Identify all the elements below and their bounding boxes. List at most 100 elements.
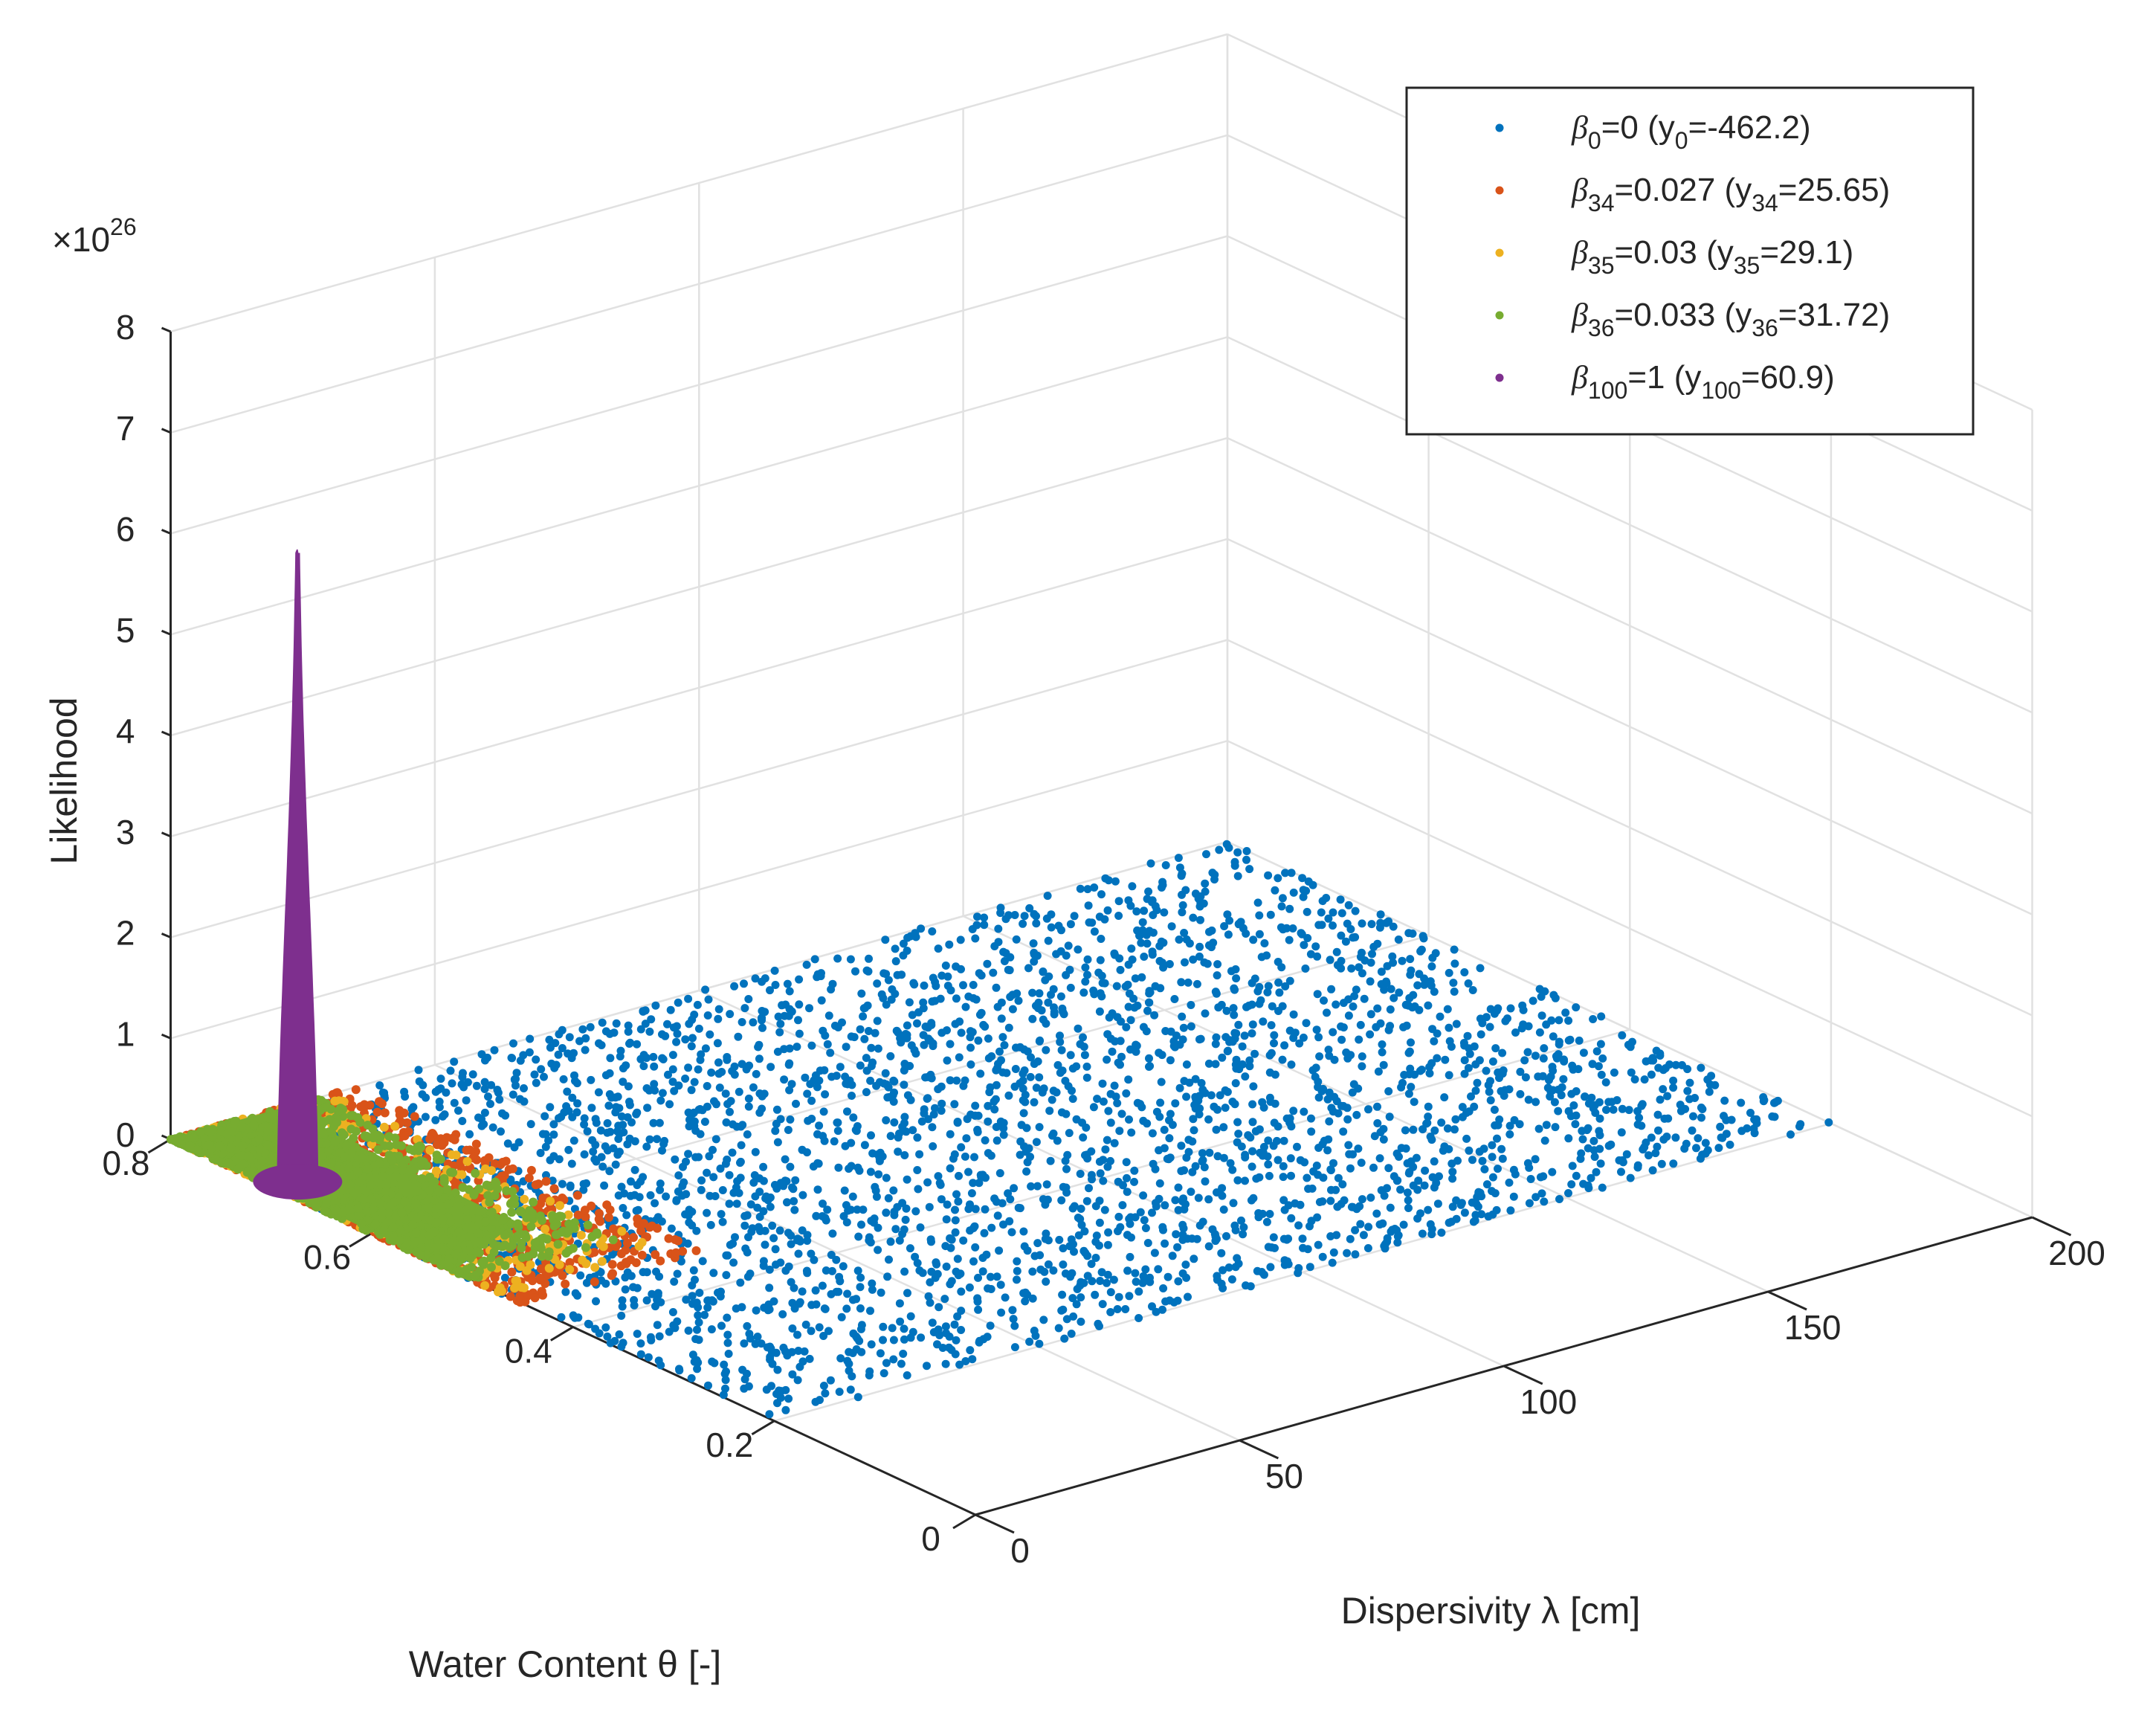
scatter-point	[760, 1089, 769, 1098]
scatter-point	[1033, 1239, 1042, 1248]
scatter-point	[856, 1273, 865, 1282]
scatter-point	[1198, 1217, 1207, 1226]
scatter-point	[1056, 1037, 1065, 1046]
scatter-point	[1224, 1263, 1233, 1272]
scatter-point	[572, 1079, 581, 1088]
scatter-point	[601, 1323, 610, 1332]
scatter-point	[1169, 1037, 1178, 1046]
scatter-point	[694, 1105, 703, 1114]
scatter-point	[985, 1088, 994, 1097]
scatter-point	[1189, 913, 1198, 922]
scatter-point	[1033, 1182, 1042, 1191]
scatter-point	[651, 1302, 659, 1311]
scatter-point	[687, 1042, 696, 1051]
scatter-point	[1618, 1104, 1627, 1113]
scatter-point	[1589, 1136, 1598, 1145]
scatter-point	[1647, 1070, 1656, 1079]
scatter-point	[1245, 865, 1254, 874]
scatter-point	[940, 1295, 949, 1304]
scatter-point	[1248, 1162, 1256, 1171]
scatter-point	[1264, 871, 1273, 880]
scatter-point	[1161, 1201, 1169, 1210]
scatter-point	[729, 1188, 738, 1197]
scatter-point	[793, 1376, 802, 1385]
scatter-point	[1229, 1004, 1238, 1013]
scatter-point	[781, 1266, 790, 1275]
scatter-point	[1197, 1079, 1206, 1087]
scatter-point	[1285, 1114, 1294, 1123]
scatter-point	[1592, 1047, 1601, 1056]
scatter-point	[1630, 1075, 1639, 1083]
scatter-point	[526, 1260, 535, 1269]
scatter-point	[526, 1222, 536, 1231]
scatter-point	[561, 1279, 570, 1289]
scatter-point	[769, 1234, 778, 1243]
scatter-point	[764, 1306, 772, 1315]
scatter-point	[1711, 1081, 1720, 1089]
scatter-point	[1160, 1125, 1169, 1134]
scatter-point	[1182, 935, 1191, 944]
scatter-point	[1196, 915, 1204, 924]
scatter-point	[900, 1151, 909, 1159]
y-tick-mark	[550, 1326, 574, 1342]
scatter-point	[1638, 1100, 1647, 1109]
scatter-point	[1117, 1017, 1126, 1026]
scatter-point	[959, 1236, 968, 1245]
scatter-point	[1121, 1305, 1130, 1313]
scatter-point	[673, 1317, 682, 1326]
scatter-point	[818, 1281, 827, 1290]
scatter-point	[1752, 1115, 1761, 1124]
scatter-point	[568, 1112, 577, 1121]
scatter-point	[1516, 1067, 1525, 1076]
scatter-point	[1564, 1017, 1573, 1025]
scatter-point	[1336, 895, 1345, 904]
scatter-point	[451, 1179, 460, 1188]
scatter-point	[1450, 988, 1459, 996]
scatter-point	[501, 1111, 510, 1120]
scatter-point	[1067, 1235, 1076, 1244]
scatter-point	[771, 981, 780, 989]
scatter-point	[1705, 1087, 1714, 1096]
scatter-point	[1749, 1124, 1758, 1133]
scatter-point	[874, 1044, 882, 1053]
scatter-point	[691, 1127, 700, 1135]
scatter-point	[714, 1288, 722, 1297]
scatter-point	[1219, 1205, 1228, 1214]
scatter-point	[1349, 1150, 1357, 1159]
scatter-point	[1372, 1209, 1381, 1218]
scatter-point	[1076, 1170, 1085, 1178]
scatter-point	[1367, 920, 1376, 929]
scatter-point	[1057, 926, 1065, 935]
scatter-point	[462, 1156, 472, 1166]
scatter-point	[773, 1138, 782, 1147]
scatter-point	[1388, 952, 1397, 961]
z-tick-mark	[161, 326, 172, 333]
scatter-point	[726, 1240, 735, 1249]
scatter-point	[1126, 1016, 1135, 1025]
scatter-point	[1418, 1229, 1427, 1238]
scatter-point	[911, 929, 920, 938]
scatter-point	[1000, 1041, 1009, 1049]
scatter-point	[1123, 1266, 1132, 1275]
scatter-point	[639, 1051, 648, 1060]
scatter-point	[1596, 1159, 1605, 1168]
scatter-point	[810, 955, 819, 964]
scatter-point	[578, 1255, 587, 1265]
scatter-point	[703, 1303, 712, 1312]
scatter-point	[1568, 1061, 1577, 1070]
scatter-point	[1170, 995, 1179, 1003]
scatter-point	[749, 1018, 758, 1027]
scatter-point	[1329, 1159, 1337, 1168]
scatter-point	[1325, 1117, 1334, 1126]
scatter-point	[1052, 950, 1061, 959]
scatter-point	[1548, 1063, 1557, 1072]
scatter-point	[1448, 1202, 1457, 1211]
scatter-point	[1195, 942, 1204, 951]
scatter-point	[1624, 1040, 1633, 1049]
scatter-point	[1759, 1093, 1768, 1101]
scatter-point	[914, 1008, 923, 1017]
scatter-point	[1285, 976, 1294, 985]
scatter-point	[1407, 966, 1416, 975]
side-wall-gridline-z	[1227, 639, 2033, 1017]
scatter-point	[594, 1088, 603, 1097]
